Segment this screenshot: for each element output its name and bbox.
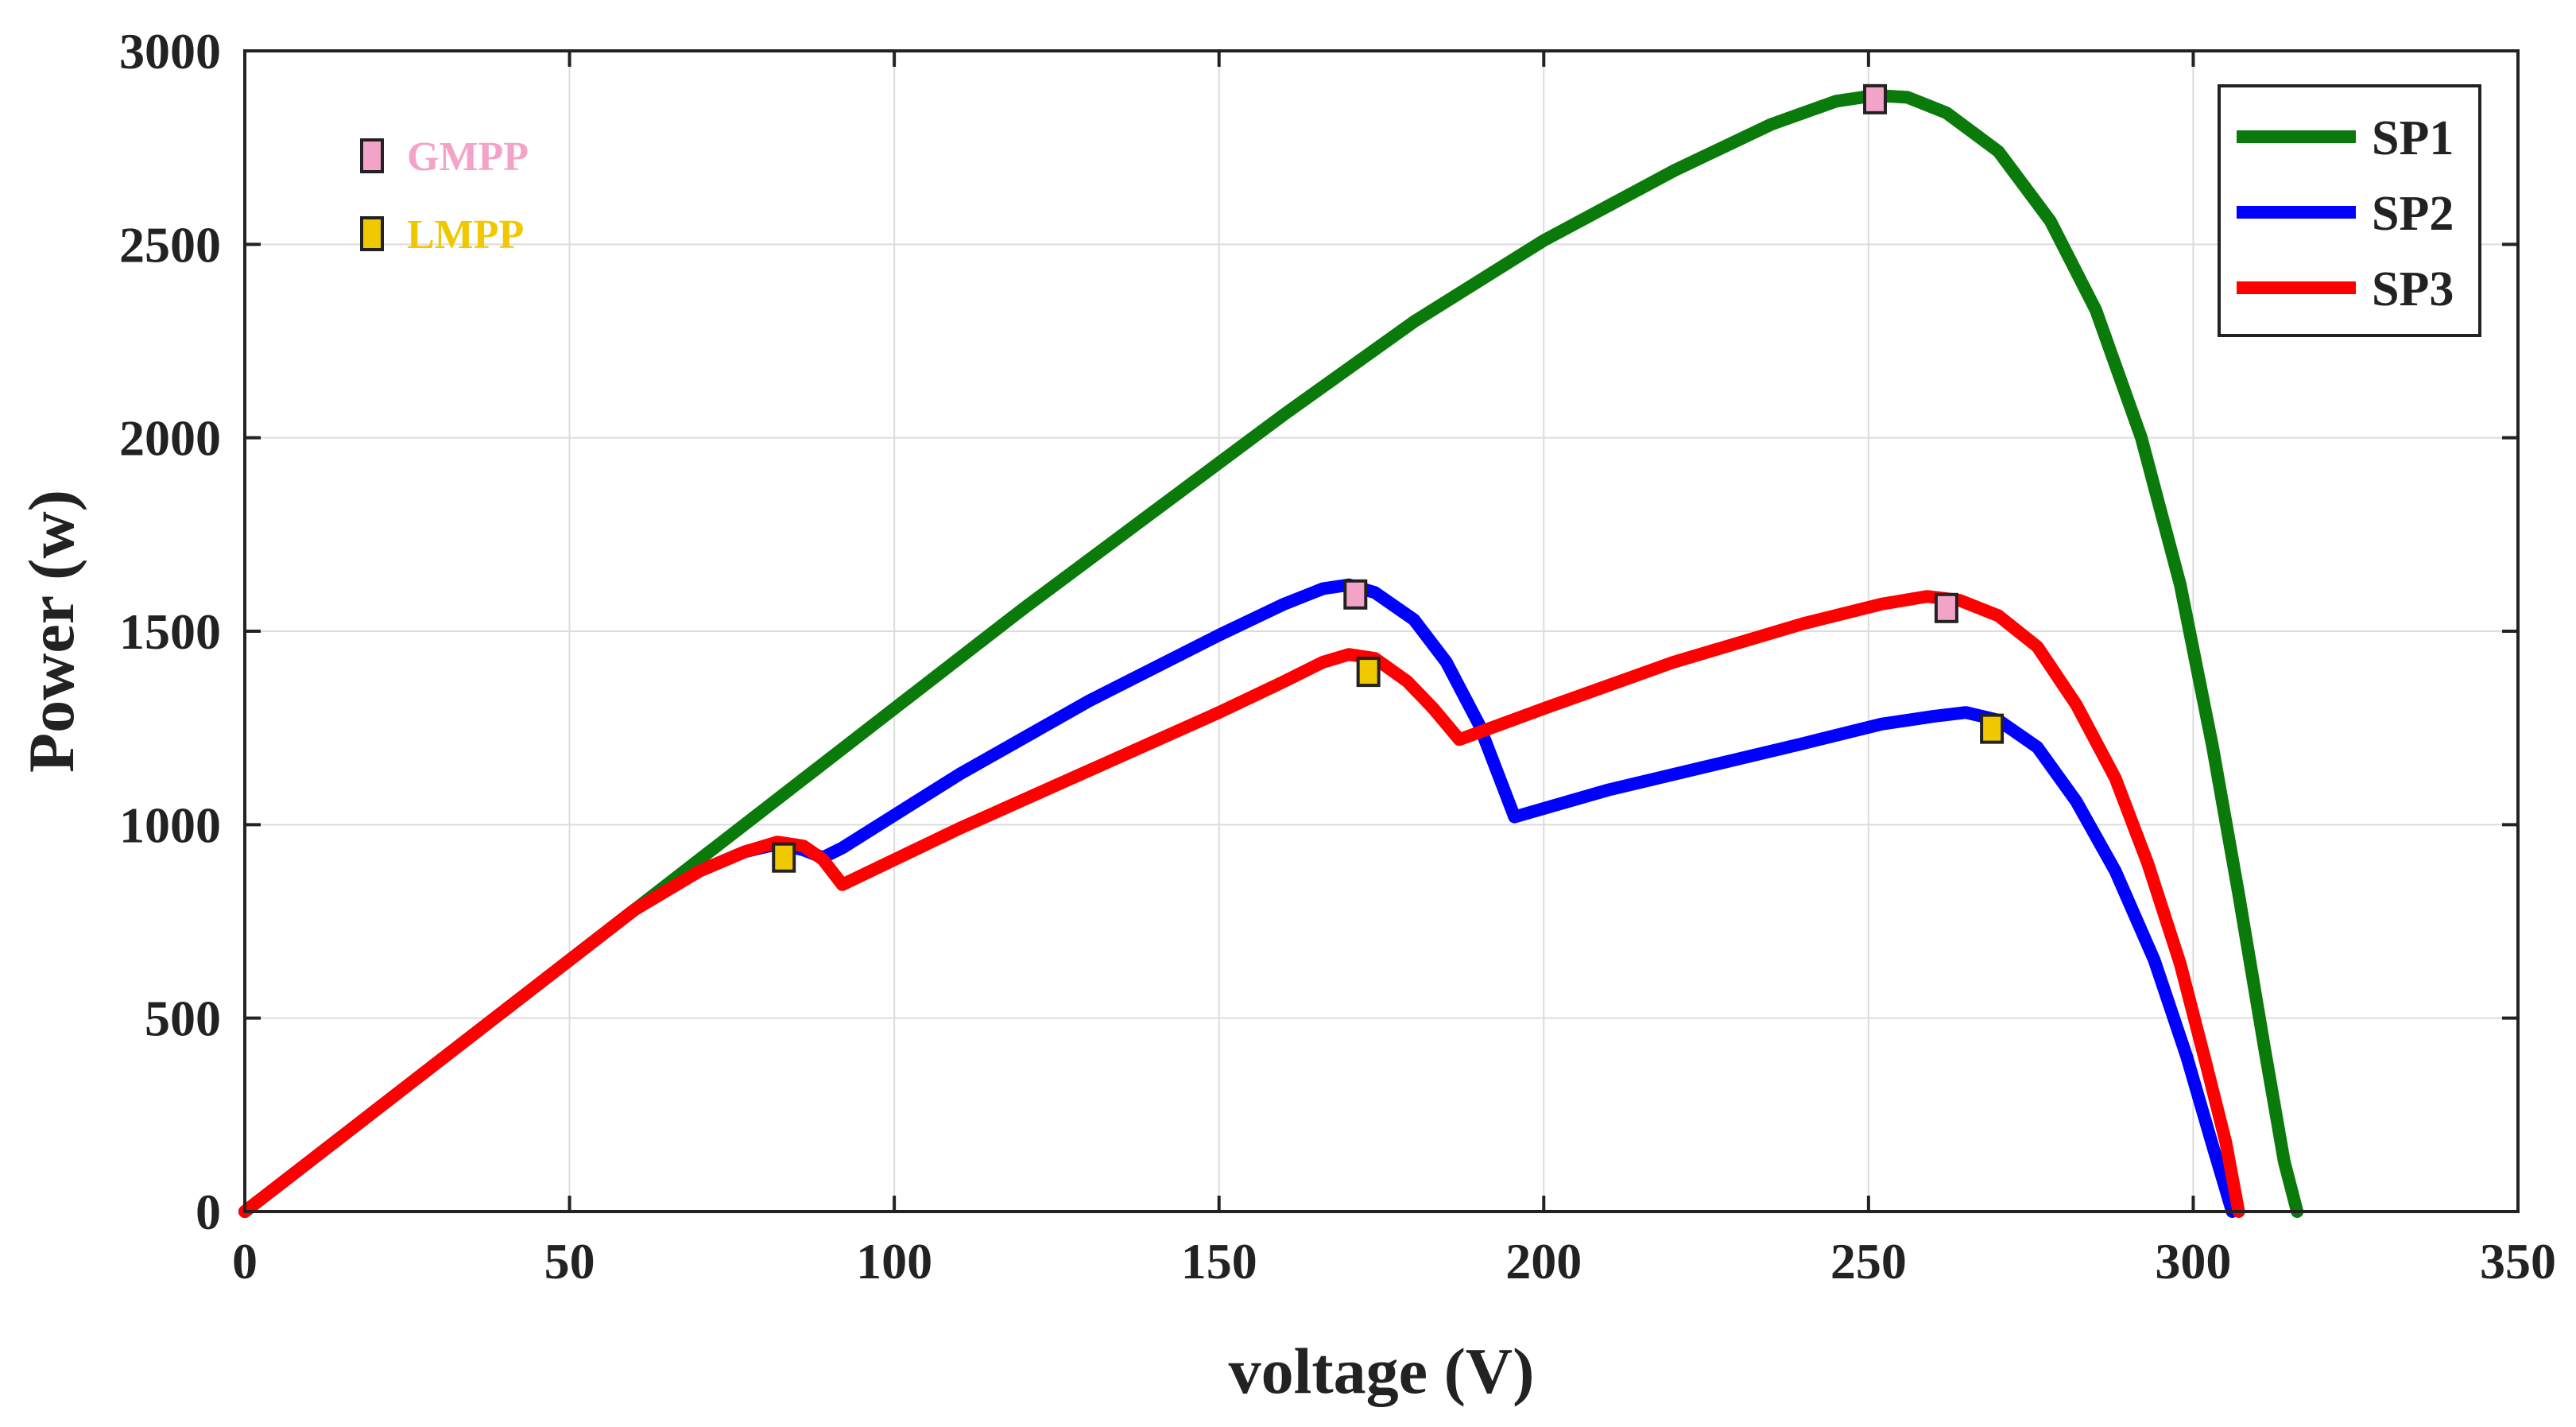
- axes: 0 50 100 150 200 250 300 350 0 500 1000 1500 2000 250…: [119, 23, 2556, 1289]
- y-tick-label: 2500: [119, 216, 221, 273]
- series-line-sp1: [238, 89, 2304, 1218]
- gmpp-marker: [1343, 579, 1368, 610]
- y-tick-label: 2000: [119, 410, 221, 467]
- legend-label-sp2: SP2: [2372, 187, 2454, 241]
- x-tick-label: 0: [232, 1233, 258, 1289]
- marker-annotation-legend: GMPP LMPP: [360, 134, 529, 258]
- gmpp-marker: [1934, 592, 1958, 623]
- gmpp-legend-label: GMPP: [407, 134, 529, 180]
- gmpp-legend-swatch: [360, 138, 384, 173]
- lmpp-legend-label: LMPP: [407, 212, 524, 258]
- x-tick-label: 350: [2480, 1233, 2556, 1289]
- lmpp-marker: [1980, 713, 2005, 744]
- y-tick-label: 3000: [119, 23, 221, 79]
- x-tick-label: 200: [1505, 1233, 1582, 1289]
- x-axis-label: voltage (V): [1229, 1335, 1535, 1407]
- lmpp-marker: [1356, 657, 1381, 688]
- x-tick-label: 250: [1830, 1233, 1907, 1289]
- x-tick-label: 300: [2155, 1233, 2231, 1289]
- series-legend: SP1 SP2 SP3: [2218, 84, 2481, 337]
- series-line-sp3: [238, 590, 2245, 1218]
- y-tick-label: 500: [145, 991, 221, 1047]
- y-tick-label: 0: [196, 1184, 221, 1240]
- y-tick-label: 1500: [119, 603, 221, 660]
- legend-label-sp3: SP3: [2372, 262, 2454, 316]
- lmpp-legend-swatch: [360, 216, 384, 251]
- x-tick-label: 150: [1181, 1233, 1257, 1289]
- lmpp-marker: [772, 842, 796, 873]
- x-tick-label: 100: [856, 1233, 932, 1289]
- y-axis-label: Power (w): [15, 490, 87, 773]
- mpp-markers: [772, 83, 2005, 873]
- series-lines: [238, 89, 2304, 1218]
- legend-label-sp1: SP1: [2372, 111, 2454, 165]
- y-tick-label: 1000: [119, 797, 221, 853]
- x-tick-label: 50: [544, 1233, 595, 1289]
- gmpp-marker: [1863, 83, 1888, 114]
